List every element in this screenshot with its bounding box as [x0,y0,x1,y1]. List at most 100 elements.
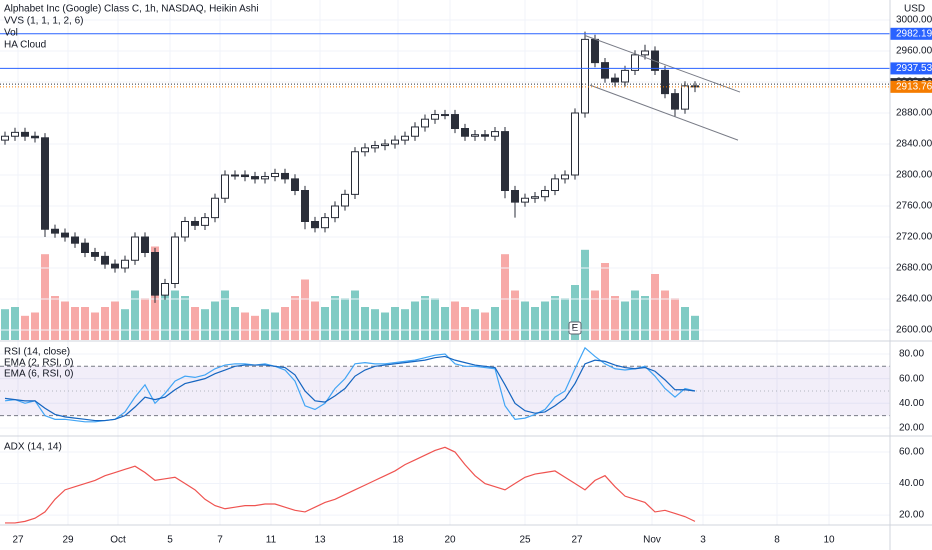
x-tick-label: 25 [519,535,531,546]
candle-body [11,131,19,137]
candle-body [251,176,259,180]
volume-bar [181,296,189,340]
volume-bar [481,312,489,340]
volume-bar [31,312,39,340]
candle-body [221,174,229,199]
candle-body [691,85,699,88]
x-tick-label: 18 [392,535,404,546]
candle-body [81,242,89,254]
candle-body [281,172,289,180]
volume-bar [221,290,229,340]
candle-body [41,137,49,230]
price-label-bg [890,62,932,75]
price-label-bg [890,80,932,93]
volume-bar [21,315,29,340]
x-tick-label: 20 [444,535,456,546]
candle-body [351,151,359,195]
candle-body [121,259,129,269]
candle-body [621,69,629,83]
volume-bar [141,298,149,340]
volume-bar [171,290,179,340]
x-tick-label: 27 [571,535,583,546]
indicator-legend: HA Cloud [4,40,46,51]
y-tick-label: 40.00 [899,398,924,409]
volume-bar [681,307,689,340]
volume-bar [321,307,329,340]
volume-bar [571,285,579,340]
x-tick-label: 5 [167,535,173,546]
volume-bar [561,298,569,340]
volume-bar [661,290,669,340]
volume-bar [211,301,219,340]
candle-body [401,135,409,141]
volume-bar [11,307,19,340]
candle-body [161,283,169,296]
volume-bar [351,290,359,340]
candle-body [101,255,109,265]
volume-bar [691,315,699,340]
earnings-badge [568,321,582,335]
volume-bar [191,307,199,340]
candle-body [501,131,509,191]
volume-bar [441,307,449,340]
volume-bar [591,290,599,340]
candle-body [211,197,219,219]
volume-bar [281,307,289,340]
volume-bar [241,312,249,340]
volume-bar [91,312,99,340]
candle-body [311,220,319,229]
volume-bar [581,249,589,340]
candle-body [581,38,589,114]
trend-line [584,35,741,93]
candle-body [481,134,489,137]
price-label: 2982.19 [896,28,932,39]
volume-bar [41,254,49,340]
volume-bar [541,301,549,340]
indicator-legend: ADX (14, 14) [4,442,62,453]
volume-bar [201,309,209,340]
volume-bar [301,279,309,340]
volume-bar [421,296,429,340]
volume-bar [641,296,649,340]
volume-bar [231,307,239,340]
price-label-bg [890,27,932,40]
candle-body [511,189,519,203]
candle-body [601,62,609,79]
currency-label: USD [904,4,925,15]
volume-bar [51,296,59,340]
candle-body [291,178,299,191]
candle-body [261,176,269,180]
candle-body [531,196,539,199]
volume-bar [471,309,479,340]
candle-body [1,135,9,141]
volume-bar [261,309,269,340]
x-tick-label: 29 [62,535,74,546]
candle-body [61,232,69,238]
volume-bar [291,296,299,340]
candle-body [321,217,329,229]
y-tick-label: 40.00 [899,478,924,489]
candle-body [271,172,279,178]
candle-body [301,189,309,222]
indicator-line [5,446,696,524]
candle-body [201,217,209,226]
candle-body [91,252,99,257]
candle-body [381,143,389,147]
indicator-legend: EMA (2, RSI, 0) [4,358,73,369]
price-axis-bg [890,437,932,523]
y-tick-label: 2680.00 [896,263,932,274]
volume-bar [611,296,619,340]
candle-body [661,69,669,95]
candle-body [131,236,139,261]
price-label: 2913.76 [896,81,932,92]
candle-body [181,220,189,238]
indicator-legend: EMA (6, RSI, 0) [4,369,73,380]
candle-body [51,228,59,234]
y-tick-label: 80.00 [899,349,924,360]
candle-body [471,134,479,137]
x-tick-label: 27 [12,535,24,546]
candle-body [421,118,429,128]
indicator-legend: RSI (14, close) [4,347,70,358]
volume-bar [651,274,659,340]
